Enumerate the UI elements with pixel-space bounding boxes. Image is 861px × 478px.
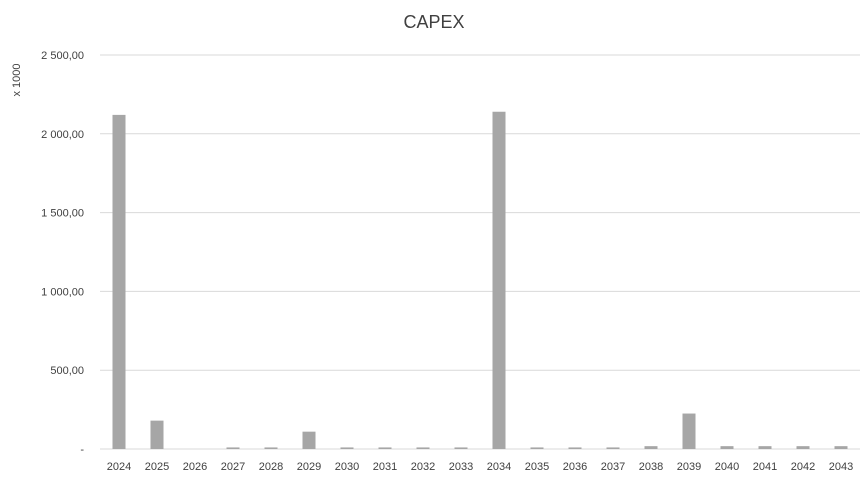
x-tick-label: 2035 <box>525 461 549 473</box>
x-tick-label: 2032 <box>411 461 435 473</box>
bar-2025 <box>150 420 164 449</box>
bar-2043 <box>834 446 848 449</box>
chart-title: CAPEX <box>403 12 464 32</box>
bar-2037 <box>606 447 620 449</box>
bar-2027 <box>226 447 240 449</box>
y-tick-label: 500,00 <box>50 365 84 377</box>
y-tick-label: 2 500,00 <box>41 50 84 62</box>
bar-2035 <box>530 447 544 449</box>
x-tick-label: 2031 <box>373 461 397 473</box>
bars <box>112 111 848 450</box>
x-tick-label: 2030 <box>335 461 359 473</box>
gridlines <box>100 54 860 450</box>
bar-2036 <box>568 447 582 449</box>
y-tick-labels: - 500,00 1 000,00 1 500,00 2 000,00 2 500,00 <box>41 50 84 456</box>
bar-2042 <box>796 446 810 449</box>
bar-2039 <box>682 413 696 449</box>
bar-2038 <box>644 446 658 449</box>
x-tick-label: 2034 <box>487 461 511 473</box>
x-tick-label: 2027 <box>221 461 245 473</box>
x-tick-label: 2039 <box>677 461 701 473</box>
bar-2028 <box>264 447 278 449</box>
x-tick-label: 2041 <box>753 461 777 473</box>
x-tick-label: 2033 <box>449 461 473 473</box>
bar-2031 <box>378 447 392 449</box>
x-tick-label: 2037 <box>601 461 625 473</box>
y-tick-label: - <box>80 444 84 456</box>
x-tick-label: 2038 <box>639 461 663 473</box>
bar-2033 <box>454 447 468 449</box>
bar-2034 <box>492 111 506 450</box>
x-tick-labels: 2024 2025 2026 2027 2028 2029 2030 2031 2032 2033… <box>107 461 853 473</box>
bar-2029 <box>302 431 316 449</box>
x-tick-label: 2029 <box>297 461 321 473</box>
bar-2030 <box>340 447 354 449</box>
bar-2032 <box>416 447 430 449</box>
y-tick-label: 2 000,00 <box>41 129 84 141</box>
x-tick-label: 2036 <box>563 461 587 473</box>
bar-2024 <box>112 114 126 449</box>
x-tick-label: 2040 <box>715 461 739 473</box>
bar-2041 <box>758 446 772 449</box>
x-tick-label: 2024 <box>107 461 131 473</box>
x-tick-label: 2028 <box>259 461 283 473</box>
y-tick-label: 1 500,00 <box>41 208 84 220</box>
y-axis-label: x 1000 <box>11 63 23 96</box>
y-tick-label: 1 000,00 <box>41 286 84 298</box>
x-tick-label: 2043 <box>829 461 853 473</box>
bar-2040 <box>720 446 734 449</box>
x-tick-label: 2026 <box>183 461 207 473</box>
x-tick-label: 2042 <box>791 461 815 473</box>
x-tick-label: 2025 <box>145 461 169 473</box>
